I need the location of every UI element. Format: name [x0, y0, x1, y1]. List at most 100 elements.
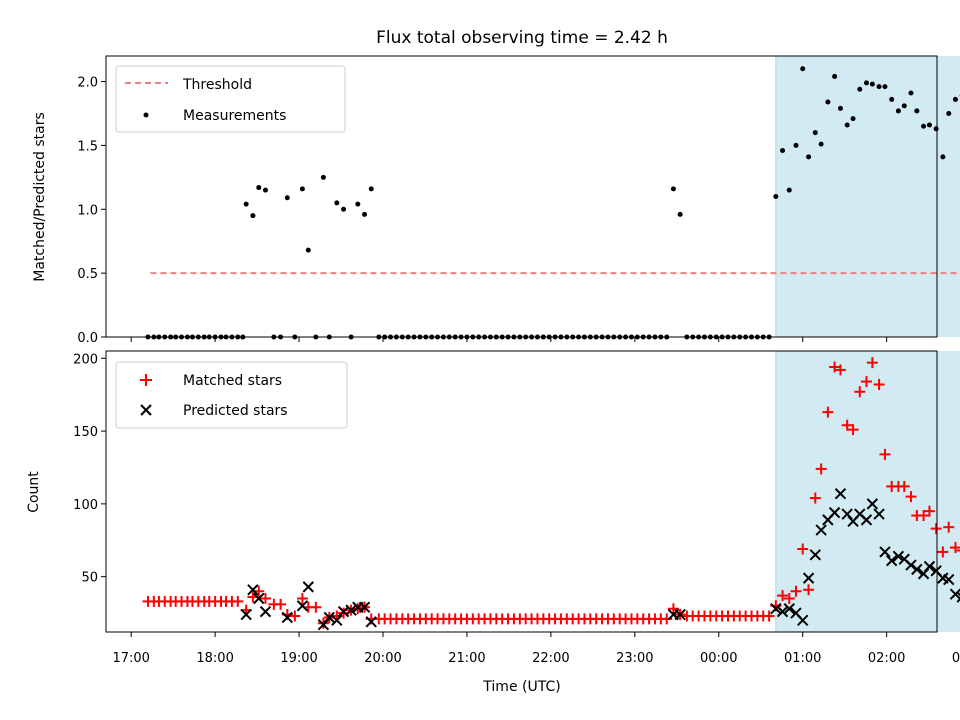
measurement-point: [812, 130, 818, 136]
predicted-star-point: [323, 611, 335, 624]
plot-frame: [105, 55, 938, 338]
y-tick-label: 150: [73, 425, 98, 440]
predicted-star-point: [834, 487, 847, 500]
matched-star-point: [898, 480, 910, 492]
matched-star-point: [930, 523, 942, 535]
matched-star-point: [809, 492, 821, 504]
measurement-point: [940, 154, 946, 160]
matched-star-point: [937, 546, 949, 558]
measurement-point: [305, 247, 311, 253]
x-tick-label: 17:00: [112, 651, 149, 666]
measurement-point: [256, 185, 262, 191]
matched-star-point: [289, 610, 301, 622]
y-tick-label: 50: [81, 571, 98, 586]
measurement-point: [901, 103, 907, 109]
predicted-star-point: [885, 554, 898, 567]
predicted-star-point: [923, 560, 936, 573]
measurement-point: [334, 200, 340, 206]
measurement-point: [914, 108, 920, 114]
predicted-star-point: [776, 605, 789, 618]
measurement-point: [825, 99, 831, 105]
matched-star-point: [296, 593, 308, 605]
predicted-star-point: [302, 581, 315, 593]
matched-star-point: [822, 406, 834, 418]
measurement-point: [850, 116, 856, 122]
predicted-star-point: [828, 506, 841, 519]
measurement-point: [243, 201, 249, 207]
predicted-star-point: [358, 601, 371, 613]
measurement-point: [895, 108, 901, 114]
predicted-star-point: [281, 611, 294, 624]
predicted-star-point: [860, 514, 873, 526]
measurement-point: [262, 187, 268, 193]
measurement-point: [793, 142, 799, 148]
predicted-star-point: [943, 573, 955, 586]
top-panel: 0.0 0.5 1.0 1.5 2.0: [77, 55, 960, 346]
x-tick-label: 22:00: [532, 651, 569, 666]
y-tick-label: 2.0: [77, 76, 98, 91]
top-legend-box: [115, 65, 346, 133]
predicted-star-point: [296, 600, 309, 612]
matched-star-point: [905, 491, 917, 503]
matched-star-point: [352, 603, 364, 615]
x-tick-label: 20:00: [364, 651, 401, 666]
predicted-star-point: [956, 591, 960, 603]
measurement-point: [320, 174, 326, 180]
predicted-star-point: [802, 572, 815, 584]
matched-star-point: [847, 424, 859, 436]
measurement-point: [876, 84, 882, 90]
x-tick-label: 23:00: [616, 651, 653, 666]
matched-star-point: [803, 584, 815, 596]
y-tick-label: 0.5: [77, 267, 98, 282]
predicted-star-point: [365, 616, 377, 628]
x-axis-title: Time (UTC): [482, 679, 560, 695]
legend-measurement-label: Measurements: [183, 108, 286, 124]
matched-star-point: [310, 601, 322, 613]
top-legend: Threshold Measurements: [115, 65, 346, 133]
matched-star-point: [854, 386, 866, 398]
y-tick-label: 0.0: [77, 331, 98, 346]
matched-star-point: [834, 364, 846, 376]
measurement-point: [800, 66, 806, 72]
matched-star-point: [763, 610, 775, 622]
measurement-point: [362, 211, 368, 217]
measurement-point: [921, 123, 927, 129]
plot-frame: [105, 350, 938, 633]
measurement-point: [844, 122, 850, 128]
measurement-point: [773, 194, 779, 199]
measurement-point: [284, 195, 290, 201]
measurement-point: [857, 86, 863, 92]
predicted-star-point: [879, 546, 891, 558]
x-tick-label: 01:00: [784, 651, 821, 666]
matched-star-point: [866, 357, 878, 369]
measurement-point: [837, 105, 843, 111]
measurement-point: [355, 201, 361, 207]
bottom-legend: Matched stars Predicted stars: [115, 361, 348, 429]
y-tick-label: 100: [73, 498, 98, 513]
bottom-panel: 50 100 150 200 17:00 18:00 19:00 20:00 21:00 22:0…: [73, 350, 960, 666]
matched-star-point: [956, 549, 960, 552]
matched-star-point: [783, 593, 795, 605]
x-tick-label: 03:00: [952, 651, 960, 666]
measurement-point: [786, 187, 792, 193]
legend-predicted-swatch: [140, 404, 152, 416]
measurement-point: [869, 81, 875, 87]
predicted-star-point: [873, 508, 885, 520]
matched-star-point: [667, 603, 679, 615]
chart-title: Flux total observing time = 2.42 h: [376, 28, 668, 48]
legend-matched-label: Matched stars: [183, 373, 282, 389]
measurement-point: [341, 206, 347, 212]
measurement-point: [908, 90, 914, 96]
predicted-star-point: [815, 524, 827, 536]
x-tick-label: 00:00: [700, 651, 737, 666]
measurement-point: [926, 122, 932, 128]
measurement-point: [780, 148, 786, 154]
measurement-point: [882, 84, 888, 90]
predicted-star-point: [892, 550, 905, 562]
top-y-axis-title: Matched/Predicted stars: [32, 112, 48, 282]
predicted-star-point: [240, 608, 252, 621]
predicted-star-point: [770, 602, 782, 615]
predicted-star-point: [259, 605, 272, 618]
measurement-point: [863, 80, 869, 86]
y-tick-label: 1.5: [77, 139, 98, 154]
